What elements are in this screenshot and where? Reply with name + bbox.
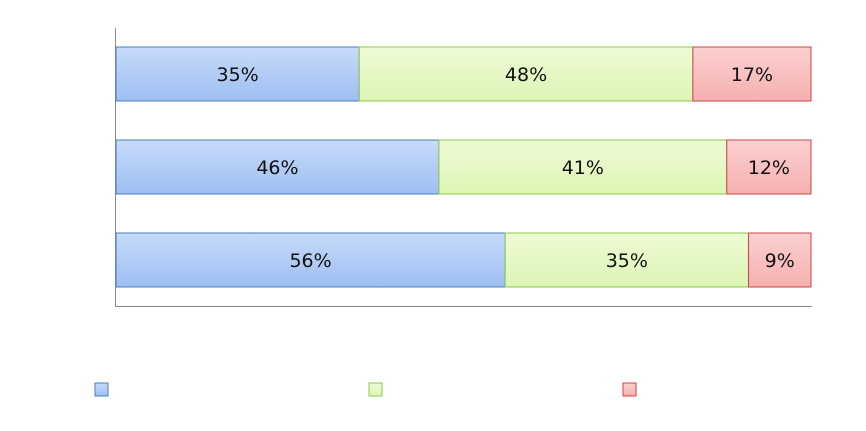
bar-segment-series-2-row-3 (504, 232, 749, 288)
bars (115, 46, 812, 288)
legend (94, 382, 637, 397)
bar-segment-series-3-row-3 (747, 232, 812, 288)
legend-swatch-series-3 (622, 382, 637, 397)
bar-segment-series-1-row-2 (115, 139, 440, 195)
data-label-series-1-row-1: 35% (217, 64, 259, 86)
bar-segment-series-1-row-1 (115, 46, 360, 102)
legend-swatch-series-1 (94, 382, 109, 397)
data-label-series-3-row-3: 9% (765, 250, 795, 272)
data-label-series-1-row-2: 46% (256, 157, 298, 179)
legend-swatch-series-2 (368, 382, 383, 397)
data-label-series-2-row-2: 41% (562, 157, 604, 179)
data-label-series-1-row-3: 56% (289, 250, 331, 272)
segment-labels: 35% 48% 17% 46% 41% 12% 56% 35% 9% (217, 64, 795, 272)
data-label-series-2-row-1: 48% (505, 64, 547, 86)
bar-segment-series-2-row-1 (358, 46, 694, 102)
bar-segment-series-3-row-2 (726, 139, 812, 195)
bar-segment-series-1-row-3 (115, 232, 506, 288)
data-label-series-3-row-1: 17% (731, 64, 773, 86)
data-label-series-3-row-2: 12% (748, 157, 790, 179)
bar-segment-series-3-row-1 (692, 46, 812, 102)
data-label-series-2-row-3: 35% (606, 250, 648, 272)
